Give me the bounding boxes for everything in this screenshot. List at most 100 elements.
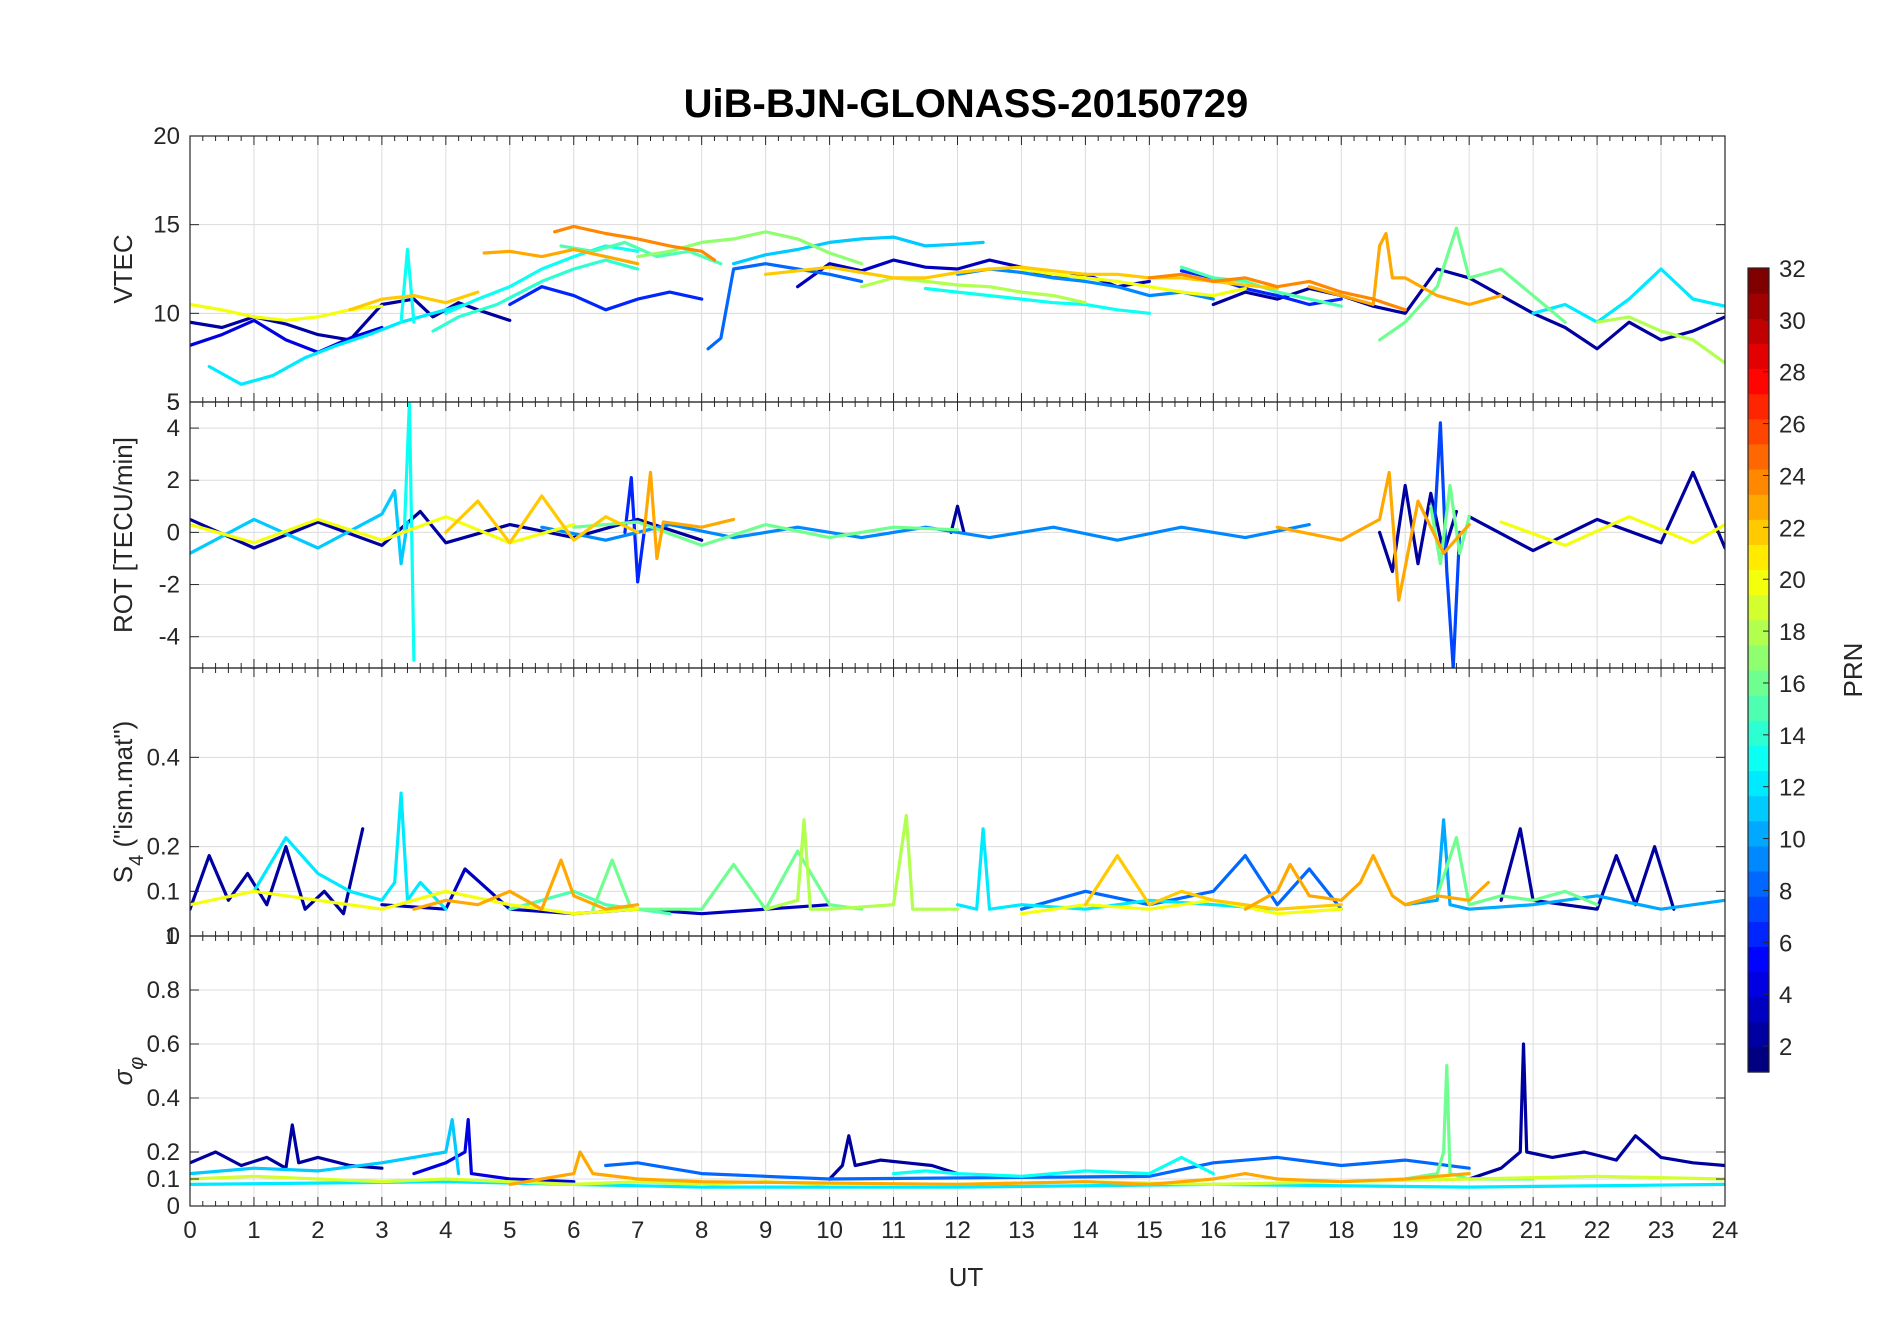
trace-prn-11 [732, 235, 985, 266]
x-tick-label: 18 [1328, 1217, 1355, 1244]
trace-prn-16 [1403, 836, 1599, 907]
trace-prn-18 [860, 276, 1087, 305]
colorbar-swatch [1748, 644, 1769, 671]
trace-prn-13 [444, 244, 640, 315]
y-axis-label-rest: ("ism.mat") [108, 721, 138, 855]
panel-s4: 0 0.1 0.2 0.4 1 S4 ("ism.mat") [108, 667, 1726, 950]
trace-prn-23 [1307, 231, 1503, 307]
colorbar-tick-label: 16 [1779, 671, 1806, 698]
trace-prn-18 [764, 813, 960, 911]
colorbar-swatch [1748, 318, 1769, 344]
y-tick-label: -4 [159, 624, 180, 651]
trace-prn-22 [764, 265, 1279, 291]
x-tick-label: 22 [1584, 1217, 1611, 1244]
colorbar-swatch [1748, 443, 1769, 470]
x-tick-label: 9 [759, 1217, 772, 1244]
colorbar-swatch [1748, 494, 1769, 520]
colorbar-swatch [1748, 896, 1769, 922]
colorbar-swatch [1748, 418, 1769, 445]
colorbar-swatch [1748, 921, 1769, 947]
trace-prn-16 [1378, 226, 1567, 342]
x-tick-label: 14 [1072, 1217, 1099, 1244]
y-tick-label: 0.4 [147, 1085, 180, 1112]
trace-prn-6 [508, 285, 704, 312]
colorbar-swatch [1748, 795, 1769, 822]
trace-prn-16 [572, 520, 960, 547]
panel-traces [190, 1042, 1725, 1189]
x-tick-label: 17 [1264, 1217, 1291, 1244]
y-tick-label-overlap: 1 [165, 923, 178, 950]
y-axis-label-main: S [108, 866, 138, 883]
colorbar-swatch [1748, 1046, 1769, 1073]
colorbar-swatch [1748, 519, 1769, 545]
colorbar-tick-label: 28 [1779, 360, 1806, 387]
trace-prn-2 [190, 827, 365, 916]
trace-prn-11 [190, 1118, 461, 1176]
trace-prn-23 [1243, 854, 1490, 911]
colorbar-tick-label: 6 [1779, 930, 1792, 957]
colorbar-tick-label: 2 [1779, 1034, 1792, 1061]
y-tick-label: 0.2 [147, 1139, 180, 1166]
trace-prn-2 [828, 1134, 960, 1181]
colorbar-tick-label: 20 [1779, 567, 1806, 594]
x-tick-label: 20 [1456, 1217, 1483, 1244]
colorbar-swatch [1748, 871, 1769, 897]
trace-prn-12 [190, 1180, 1725, 1189]
colorbar-swatch [1748, 368, 1769, 395]
trace-prn-14 [431, 258, 640, 333]
colorbar-swatch [1748, 1021, 1769, 1048]
trace-prn-13 [891, 1155, 1215, 1178]
y-axis-label: ROT [TECU/min] [108, 437, 138, 633]
colorbar-swatch [1748, 720, 1769, 746]
trace-prn-11 [190, 489, 410, 566]
panel-traces [190, 224, 1725, 386]
trace-prn-20 [190, 302, 384, 322]
colorbar-swatch [1748, 770, 1769, 797]
trace-prn-8 [706, 262, 864, 351]
trace-prn-22 [348, 290, 480, 312]
trace-prn-12 [207, 302, 467, 386]
trace-prn-20 [190, 889, 640, 916]
x-tick-label: 12 [944, 1217, 971, 1244]
x-tick-label: 13 [1008, 1217, 1035, 1244]
colorbar-swatch [1748, 469, 1769, 495]
colorbar-tick-label: 24 [1779, 463, 1806, 490]
trace-prn-13 [923, 286, 1151, 315]
x-tick-label: 8 [695, 1217, 708, 1244]
colorbar-tick-label: 4 [1779, 982, 1792, 1009]
colorbar-swatch [1748, 569, 1769, 596]
y-axis-label-sub: φ [126, 1057, 148, 1070]
colorbar-swatch [1748, 544, 1769, 571]
trace-prn-2 [949, 504, 966, 534]
y-tick-label: 0.8 [147, 977, 180, 1004]
chart-title: UiB-BJN-GLONASS-20150729 [684, 82, 1249, 126]
colorbar-tick-label: 18 [1779, 619, 1806, 646]
x-tick-label: 10 [816, 1217, 843, 1244]
trace-prn-22 [444, 494, 640, 545]
y-tick-label: 5 [167, 389, 180, 416]
x-tick-label: 21 [1520, 1217, 1547, 1244]
y-tick-label: 10 [153, 300, 180, 327]
trace-prn-20 [1019, 267, 1247, 298]
trace-prn-20 [1499, 515, 1725, 547]
trace-prn-23 [1275, 470, 1471, 602]
trace-prn-4 [412, 1118, 576, 1184]
colorbar-swatch [1748, 268, 1769, 294]
y-tick-label: 15 [153, 212, 180, 239]
y-axis-label-main: σ [108, 1068, 138, 1085]
trace-prn-24 [1147, 272, 1407, 312]
colorbar-tick-label: 8 [1779, 878, 1792, 905]
trace-prn-23 [642, 470, 736, 561]
trace-prn-15 [559, 240, 723, 266]
y-tick-label: 4 [167, 415, 180, 442]
colorbar-swatch [1748, 820, 1769, 847]
y-axis-label-sub: 4 [126, 855, 148, 866]
colorbar-tick-label: 32 [1779, 256, 1806, 283]
trace-prn-8 [1019, 854, 1343, 911]
trace-prn-3 [796, 258, 1151, 289]
trace-prn-8 [604, 1155, 1471, 1181]
trace-prn-2 [190, 1123, 384, 1170]
